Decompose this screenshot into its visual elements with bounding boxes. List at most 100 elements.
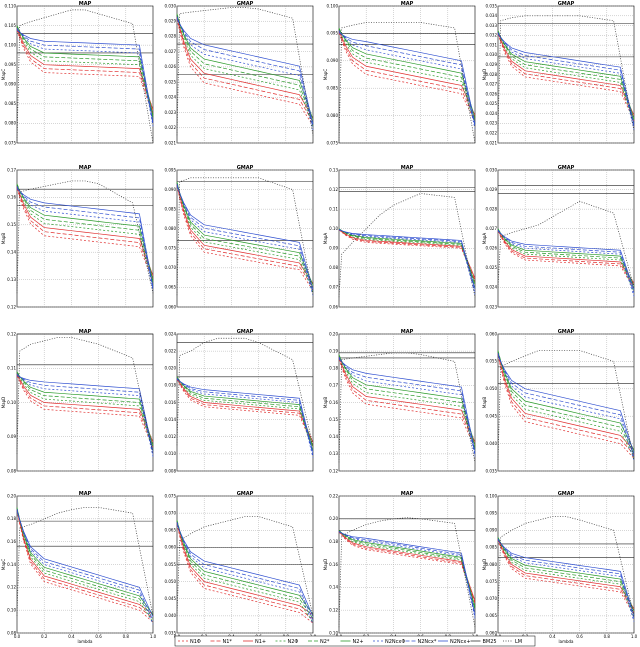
- series-line-N2+: [16, 372, 154, 446]
- subplot-title: GMAP: [558, 491, 575, 497]
- subplot-12: 0.035 0.040 0.045 0.050 0.055 0.060 GMAP MapB: [482, 329, 635, 473]
- y-tick-label: 0.070: [165, 265, 177, 270]
- legend-label: N2Ncx*: [418, 639, 437, 645]
- y-tick-label: 0.024: [486, 111, 498, 116]
- series-line-N2Φ: [16, 372, 154, 451]
- y-tick-label: 0.20: [7, 493, 16, 498]
- y-tick-label: 0.025: [165, 79, 177, 84]
- y-tick-label: 0.15: [7, 222, 16, 227]
- y-tick-label: 0.08: [7, 630, 16, 635]
- y-tick-label: 0.085: [486, 545, 498, 550]
- series-line-N2Φ: [497, 31, 635, 125]
- y-tick-label: 0.075: [486, 579, 498, 584]
- series-line-N2Ncx+: [16, 29, 154, 123]
- y-tick-label: 0.18: [329, 539, 338, 544]
- y-tick-label: 0.080: [5, 121, 17, 126]
- y-tick-label: 0.070: [165, 510, 177, 515]
- series-line-N1*: [338, 229, 476, 281]
- y-tick-label: 0.16: [7, 195, 16, 200]
- series-line-N1Φ: [338, 229, 476, 283]
- series-line-N1*: [497, 539, 635, 613]
- y-tick-label: 0.20: [329, 331, 338, 336]
- y-tick-label: 0.20: [329, 516, 338, 521]
- series-line-N2Ncx+: [16, 510, 154, 617]
- y-tick-label: 0.08: [329, 265, 338, 270]
- y-tick-label: 0.031: [486, 42, 498, 47]
- y-tick-label: 0.090: [486, 528, 498, 533]
- subplot-2: 0.021 0.022 0.023 0.024 0.025 0.026 0.027 0.028…: [165, 1, 314, 145]
- series-line-N2Ncx*: [497, 33, 635, 128]
- series-line-N2*: [338, 354, 476, 449]
- y-tick-label: 0.11: [329, 206, 338, 211]
- y-tick-label: 0.14: [329, 434, 338, 439]
- x-tick-label: 0.8: [123, 634, 130, 639]
- subplot-title: MAP: [79, 491, 92, 497]
- y-tick-label: 0.035: [486, 468, 498, 473]
- series-line-N2Ncx*: [497, 539, 635, 619]
- series-line-N2Φ: [176, 520, 314, 623]
- y-tick-label: 0.10: [7, 400, 16, 405]
- series-line-N1+: [338, 229, 476, 279]
- series-line-N1*: [338, 531, 476, 603]
- series-line-N2NcxΦ: [176, 16, 314, 131]
- y-tick-label: 0.080: [165, 226, 177, 231]
- series-line-N2Φ: [497, 537, 635, 618]
- series-line-N1*: [176, 378, 314, 446]
- x-axis-label: lambda: [78, 639, 94, 644]
- series-line-N2Ncx+: [338, 229, 476, 290]
- x-tick-label: 0.0: [14, 634, 21, 639]
- y-axis-label: MapC: [1, 559, 6, 570]
- series-line-N2Ncx*: [16, 28, 154, 125]
- y-tick-label: 0.09: [7, 434, 16, 439]
- y-tick-label: 0.16: [329, 562, 338, 567]
- y-tick-label: 0.14: [329, 585, 338, 590]
- y-axis-label: MapD: [482, 69, 487, 81]
- series-line-N2Ncx*: [176, 184, 314, 293]
- y-tick-label: 0.028: [486, 72, 498, 77]
- y-tick-label: 0.19: [329, 348, 338, 353]
- series-line-N1Φ: [338, 359, 476, 449]
- series-line-N2NcxΦ: [176, 183, 314, 296]
- legend: N1Φ N1* N1+ N2Φ N2* N2+ N2NcxΦ N2Ncx* N2Ncx+ BM25…: [174, 635, 536, 647]
- series-line-N1+: [338, 356, 476, 443]
- y-tick-label: 0.014: [165, 417, 177, 422]
- x-tick-label: 0.8: [604, 634, 611, 639]
- series-line-N1*: [176, 17, 314, 123]
- y-tick-label: 0.110: [5, 3, 17, 8]
- x-axis-label: lambda: [559, 639, 575, 644]
- subplot-8: 0.023 0.024 0.025 0.026 0.027 0.028 0.029 0.030…: [482, 165, 635, 309]
- series-line-N2*: [176, 181, 314, 289]
- x-tick-label: 1.0: [631, 634, 638, 639]
- legend-label: LM: [515, 639, 522, 645]
- series-line-N2+: [497, 351, 635, 451]
- subplot-16: 0.060 0.065 0.070 0.075 0.080 0.085 0.090 0.095…: [482, 491, 638, 644]
- y-tick-label: 0.095: [165, 167, 177, 172]
- plot-frame: [16, 169, 154, 308]
- series-line-N2NcxΦ: [16, 27, 154, 127]
- y-tick-label: 0.14: [7, 250, 16, 255]
- series-line-N1+: [497, 32, 635, 116]
- subplot-title: GMAP: [558, 329, 575, 335]
- subplot-title: GMAP: [237, 329, 254, 335]
- y-tick-label: 0.040: [486, 441, 498, 446]
- y-tick-label: 0.025: [486, 265, 498, 270]
- y-tick-label: 0.060: [486, 630, 498, 635]
- legend-label: N1Φ: [190, 639, 201, 645]
- subplot-11: 0.12 0.13 0.14 0.15 0.16 0.17 0.18 0.19 0.20 MAP M…: [323, 329, 476, 473]
- series-line-N1Φ: [176, 524, 314, 624]
- series-line-N1*: [176, 184, 314, 288]
- y-axis-label: MapD: [1, 397, 6, 409]
- y-tick-label: 0.027: [165, 49, 177, 54]
- series-line-N1Φ: [176, 379, 314, 448]
- legend-frame: [174, 635, 536, 647]
- y-tick-label: 0.10: [7, 607, 16, 612]
- y-tick-label: 0.075: [165, 246, 177, 251]
- subplot-title: GMAP: [237, 165, 254, 171]
- subplot-10: 0.008 0.010 0.012 0.014 0.016 0.018 0.020 0.022…: [165, 329, 314, 473]
- y-tick-label: 0.070: [486, 596, 498, 601]
- y-tick-label: 0.14: [7, 562, 16, 567]
- series-line-LM: [16, 507, 154, 616]
- y-tick-label: 0.060: [165, 545, 177, 550]
- subplot-4: 0.021 0.022 0.023 0.024 0.025 0.026 0.027 0.028…: [482, 1, 635, 145]
- y-tick-label: 0.030: [486, 52, 498, 57]
